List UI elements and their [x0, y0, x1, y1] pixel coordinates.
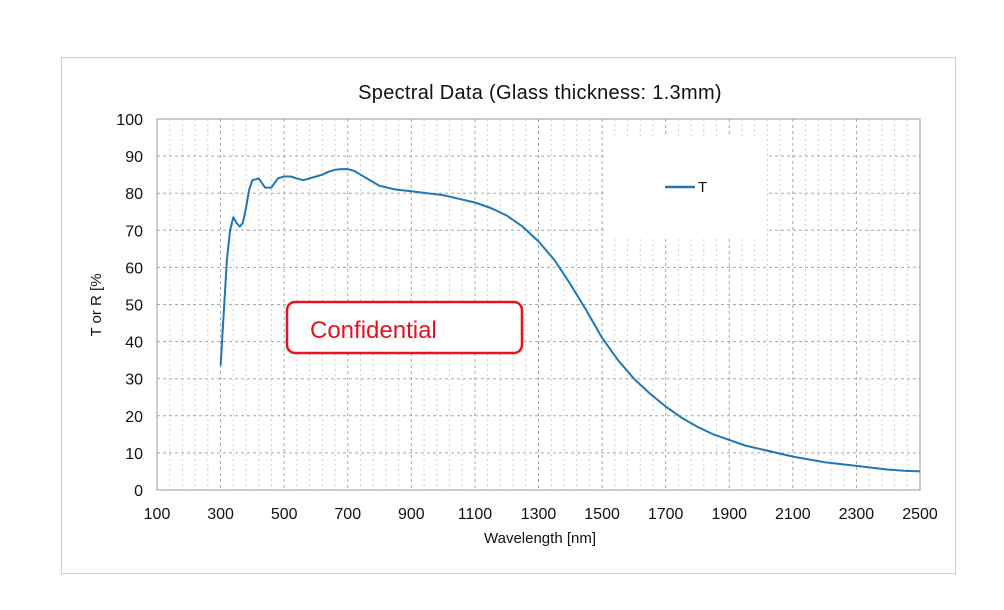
x-tick-label: 1100 — [458, 506, 493, 523]
y-tick-label: 90 — [125, 149, 143, 166]
y-axis-ticks: 0 10 20 30 40 50 60 70 80 90 100 — [116, 112, 143, 500]
x-tick-label: 2300 — [839, 506, 875, 523]
x-tick-label: 700 — [334, 506, 361, 523]
y-tick-label: 20 — [125, 409, 143, 426]
x-tick-label: 1500 — [584, 506, 620, 523]
x-tick-label: 500 — [271, 506, 298, 523]
x-tick-label: 1900 — [711, 506, 747, 523]
y-tick-label: 50 — [125, 298, 143, 315]
y-tick-label: 70 — [125, 223, 143, 240]
series-line-T — [219, 168, 921, 473]
y-tick-label: 30 — [125, 372, 143, 389]
x-axis-ticks: 100 300 500 700 900 1100 1300 1500 1700 1900 2100 2… — [144, 506, 938, 523]
confidential-stamp: Confidential — [285, 300, 524, 355]
plot-area-border — [156, 118, 921, 491]
x-tick-label: 1700 — [648, 506, 684, 523]
x-tick-label: 900 — [398, 506, 425, 523]
y-tick-label: 80 — [125, 186, 143, 203]
y-tick-label: 0 — [134, 483, 143, 500]
legend: T — [607, 136, 767, 236]
x-tick-label: 300 — [207, 506, 234, 523]
y-tick-label: 60 — [125, 260, 143, 277]
y-tick-label: 100 — [116, 112, 143, 129]
stamp-border — [285, 300, 524, 355]
stamp-text: Confidential — [310, 317, 437, 344]
x-tick-label: 100 — [144, 506, 171, 523]
x-tick-label: 2100 — [775, 506, 811, 523]
y-axis-label: T or R [% — [88, 273, 105, 336]
y-tick-label: 40 — [125, 335, 143, 352]
legend-label-T: T — [698, 179, 707, 196]
x-tick-label: 2500 — [902, 506, 938, 523]
x-axis-label: Wavelength [nm] — [484, 530, 596, 547]
chart-title: Spectral Data (Glass thickness: 1.3mm) — [358, 82, 722, 104]
x-tick-label: 1300 — [521, 506, 557, 523]
y-tick-label: 10 — [125, 446, 143, 463]
